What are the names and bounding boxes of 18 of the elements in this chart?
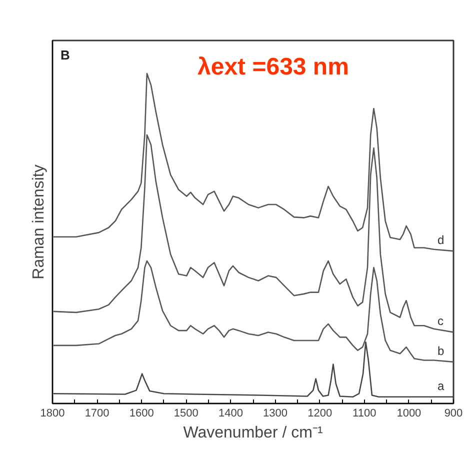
- x-tick-label: 1500: [174, 408, 198, 420]
- series-label: c: [438, 314, 444, 328]
- series-label: a: [438, 378, 444, 393]
- x-axis-title: Wavenumber / cm⁻¹: [183, 424, 323, 442]
- series-label: d: [438, 233, 444, 248]
- x-tick-label: 1700: [84, 408, 110, 420]
- annotation: λext =633 nm: [198, 54, 349, 80]
- x-tick-label: 1300: [263, 408, 288, 420]
- x-tick-label: 1200: [308, 408, 332, 420]
- series-label: b: [438, 344, 444, 358]
- x-tick-label: 1400: [218, 408, 243, 420]
- x-tick-label: 1000: [396, 408, 422, 420]
- x-tick-label: 900: [444, 408, 463, 420]
- text: B: [60, 48, 70, 62]
- x-tick-label: 1100: [352, 408, 376, 420]
- x-tick-label: 1800: [40, 408, 65, 420]
- x-tick-label: 1600: [129, 408, 154, 420]
- y-axis-title: Raman intensity: [30, 164, 48, 280]
